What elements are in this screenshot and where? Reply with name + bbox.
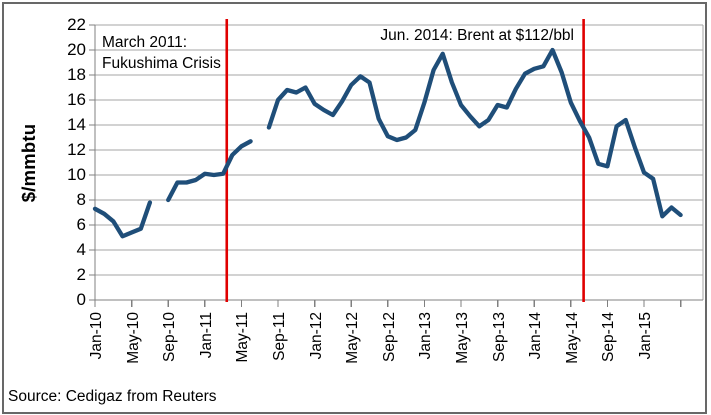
x-tick-label: Sep-10 bbox=[161, 312, 179, 362]
y-tick-label: 2 bbox=[76, 265, 86, 284]
y-tick-label: 18 bbox=[67, 65, 86, 84]
annotation-fukushima: March 2011: Fukushima Crisis bbox=[102, 32, 221, 74]
x-tick-label: Sep-12 bbox=[380, 312, 398, 362]
x-tick-label: Jan-15 bbox=[637, 312, 654, 360]
y-tick-label: 16 bbox=[67, 90, 86, 109]
x-tick-label: Sep-14 bbox=[600, 312, 618, 362]
x-tick-label: May-10 bbox=[124, 312, 142, 364]
x-tick-label: Jan-12 bbox=[307, 312, 325, 360]
y-tick-label: 0 bbox=[76, 290, 86, 309]
x-tick-label: May-14 bbox=[563, 312, 581, 364]
annotation-fukushima-line1: March 2011: bbox=[102, 34, 188, 51]
x-tick-label: Jan-14 bbox=[527, 312, 545, 360]
y-tick-label: 12 bbox=[67, 140, 86, 159]
x-tick-label: Jan-13 bbox=[417, 312, 435, 360]
annotation-fukushima-line2: Fukushima Crisis bbox=[102, 55, 221, 72]
x-tick-label: Jan-11 bbox=[197, 312, 215, 359]
y-tick-label: 10 bbox=[67, 165, 86, 184]
source-note: Source: Cedigaz from Reuters bbox=[8, 388, 217, 405]
y-tick-label: 4 bbox=[76, 240, 86, 259]
x-tick-label: May-12 bbox=[344, 312, 362, 364]
x-tick-label: May-11 bbox=[234, 312, 252, 363]
annotation-brent: Jun. 2014: Brent at $112/bbl bbox=[380, 27, 574, 44]
x-tick-label: Sep-11 bbox=[271, 312, 288, 361]
y-tick-label: 20 bbox=[67, 40, 86, 59]
x-tick-label: Jan-10 bbox=[88, 312, 105, 360]
y-tick-label: 14 bbox=[67, 115, 86, 134]
y-tick-label: 22 bbox=[67, 15, 86, 34]
x-tick-label: Sep-13 bbox=[490, 312, 508, 362]
price-line bbox=[92, 47, 683, 239]
y-axis-title: $/mmbtu bbox=[18, 123, 39, 203]
x-tick-label: May-13 bbox=[454, 312, 471, 364]
y-tick-label: 8 bbox=[76, 190, 86, 209]
y-tick-label: 6 bbox=[76, 215, 86, 234]
